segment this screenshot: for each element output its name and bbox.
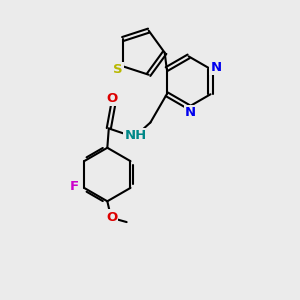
Text: O: O: [106, 92, 117, 105]
Text: N: N: [210, 61, 221, 74]
Text: NH: NH: [124, 129, 147, 142]
Text: F: F: [70, 180, 79, 193]
Text: O: O: [106, 211, 117, 224]
Text: S: S: [113, 63, 123, 76]
Text: N: N: [184, 106, 196, 119]
